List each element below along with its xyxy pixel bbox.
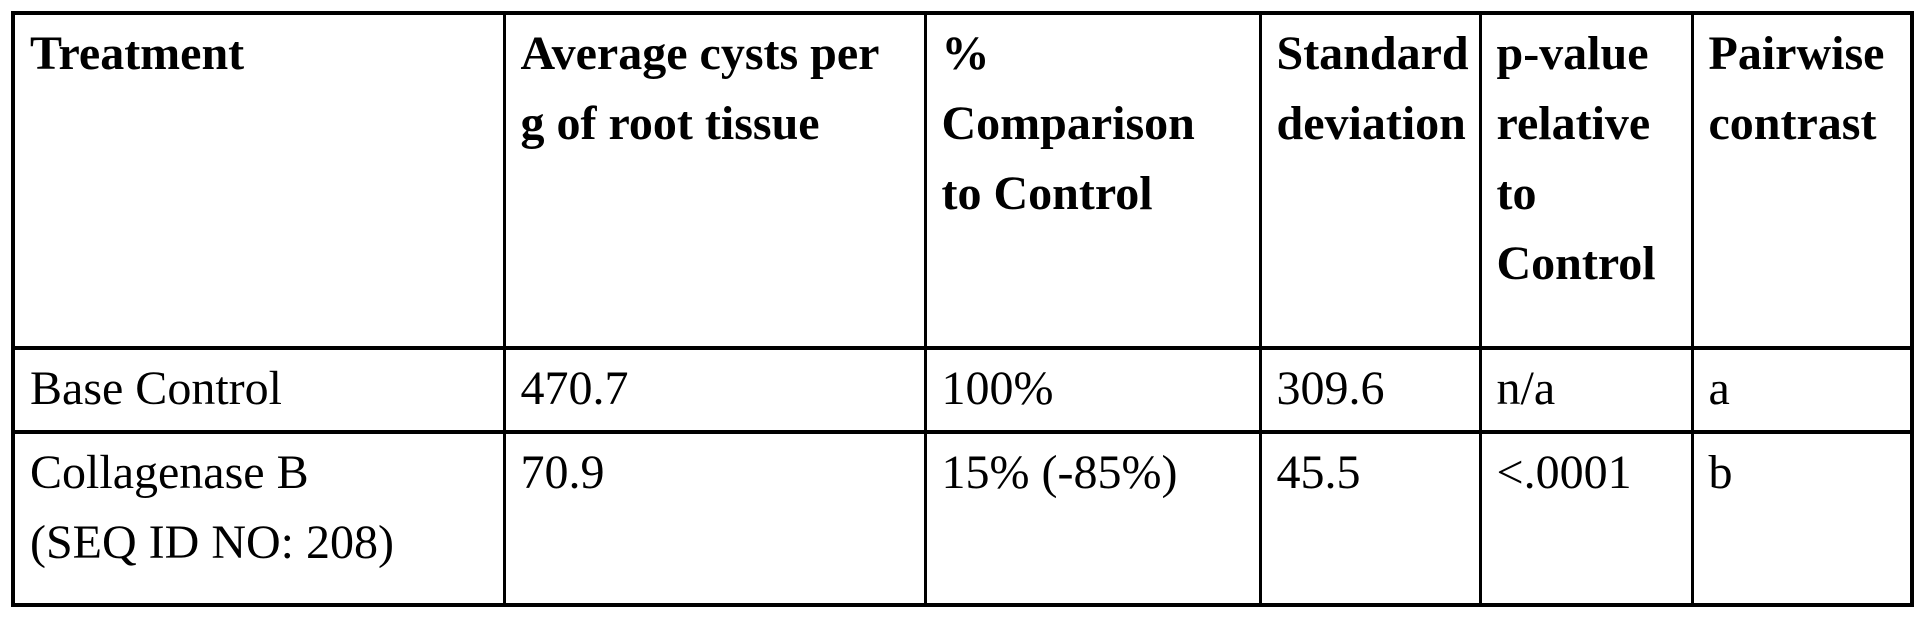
cell-pairwise: a [1690,346,1914,434]
cell-pairwise: b [1690,430,1914,607]
column-header-average-cysts: Average cysts per g of root tissue [502,11,927,350]
cell-average-cysts: 70.9 [502,430,927,607]
results-table: Treatment Average cysts per g of root ti… [11,11,1914,607]
cell-average-cysts: 470.7 [502,346,927,434]
table-row-base-control: Base Control 470.7 100% 309.6 n/a a [11,346,1914,434]
column-header-pct-comparison: % Comparison to Control [923,11,1262,350]
cell-std-deviation: 309.6 [1258,346,1482,434]
column-header-treatment: Treatment [11,11,506,350]
cell-treatment: Collagenase B (SEQ ID NO: 208) [11,430,506,607]
cell-treatment: Base Control [11,346,506,434]
table-header-row: Treatment Average cysts per g of root ti… [11,11,1914,350]
cell-pct-comparison: 100% [923,346,1262,434]
cell-std-deviation: 45.5 [1258,430,1482,607]
cell-p-value: n/a [1478,346,1694,434]
column-header-pairwise-contrast: Pairwise contrast [1690,11,1914,350]
cell-p-value: <.0001 [1478,430,1694,607]
column-header-std-deviation: Standard deviation [1258,11,1482,350]
column-header-p-value: p-value relative to Control [1478,11,1694,350]
cell-pct-comparison: 15% (-85%) [923,430,1262,607]
table-row-collagenase-b: Collagenase B (SEQ ID NO: 208) 70.9 15% … [11,430,1914,607]
